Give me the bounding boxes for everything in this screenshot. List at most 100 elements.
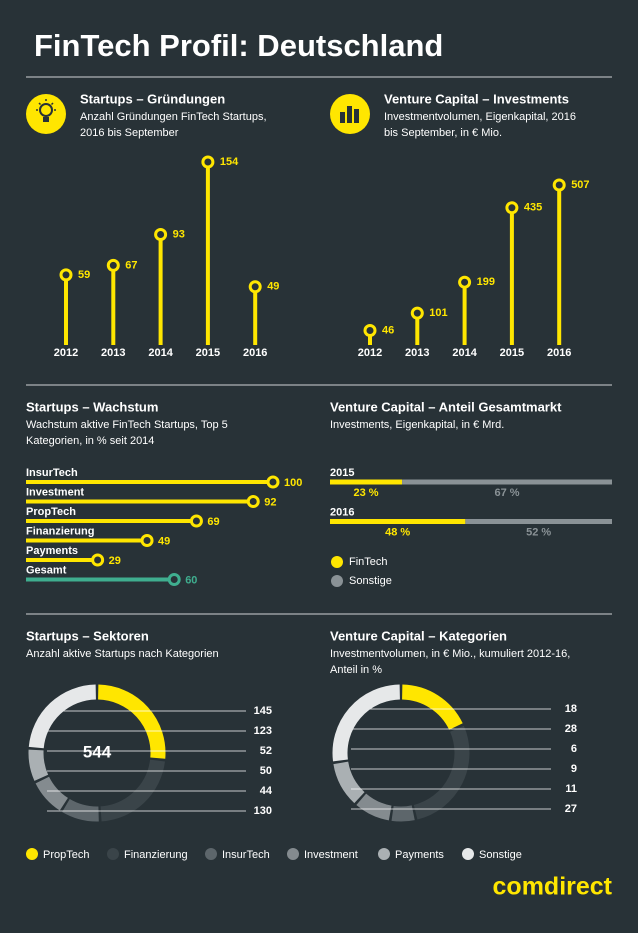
- slice-label: 130: [254, 805, 272, 817]
- x-tick-label: 2016: [547, 347, 571, 359]
- x-tick-label: 2012: [54, 347, 78, 359]
- value-label: 23 %: [353, 487, 378, 499]
- value-label: 92: [264, 496, 276, 508]
- lollipop-head: [363, 323, 377, 337]
- slice-label: 145: [254, 705, 272, 717]
- lollipop-head: [552, 178, 566, 192]
- value-label: 435: [524, 202, 542, 214]
- slice-label: 28: [565, 723, 577, 735]
- x-tick-label: 2013: [405, 347, 429, 359]
- donut-total: 544: [83, 742, 112, 761]
- donut-slice: [391, 805, 415, 822]
- bulb-icon: [26, 94, 66, 134]
- category-label: Payments: [26, 545, 78, 557]
- legend-label: FinTech: [349, 556, 388, 568]
- brand-logo: comdirect: [493, 873, 613, 901]
- chart-title: Venture Capital – Anteil Gesamtmarkt: [330, 399, 562, 414]
- category-label: Gesamt: [26, 564, 67, 576]
- donut-slice: [356, 793, 392, 821]
- legend-swatch: [331, 556, 343, 568]
- legend-label: Investment: [304, 849, 358, 861]
- chart-subtitle: Investments, Eigenkapital, in € Mrd.: [330, 419, 504, 431]
- slice-label: 6: [571, 743, 577, 755]
- value-label: 93: [173, 228, 185, 240]
- value-label: 100: [284, 477, 302, 489]
- page-title: FinTech Profil: Deutschland: [34, 28, 443, 63]
- x-tick-label: 2013: [101, 347, 125, 359]
- value-label: 49: [267, 281, 279, 293]
- slice-label: 123: [254, 725, 272, 737]
- value-label: 69: [207, 516, 219, 528]
- value-label: 46: [382, 324, 394, 336]
- donut-slice: [413, 725, 470, 820]
- chart-title: Startups – Gründungen: [80, 91, 225, 106]
- legend-label: Sonstige: [349, 575, 392, 587]
- value-label: 48 %: [385, 526, 410, 538]
- lollipop-head: [154, 227, 168, 241]
- donut-slice: [28, 749, 49, 781]
- slice-label: 11: [565, 783, 577, 795]
- slice-label: 18: [565, 703, 577, 715]
- chart-subtitle: 2016 bis September: [80, 127, 179, 139]
- legend-swatch: [205, 848, 217, 860]
- value-label: 101: [429, 307, 447, 319]
- bar: [26, 558, 98, 562]
- chart-subtitle: Kategorien, in % seit 2014: [26, 435, 154, 447]
- legend-swatch: [462, 848, 474, 860]
- bar-segment: [330, 519, 466, 524]
- category-label: 2015: [330, 467, 354, 479]
- legend-swatch: [107, 848, 119, 860]
- value-label: 60: [185, 574, 197, 586]
- bar-end: [189, 514, 203, 528]
- legend-swatch: [331, 575, 343, 587]
- value-label: 67: [125, 259, 137, 271]
- chart-subtitle: Investmentvolumen, Eigenkapital, 2016: [384, 111, 576, 123]
- chart-title: Venture Capital – Investments: [384, 91, 569, 106]
- legend-label: Finanzierung: [124, 849, 188, 861]
- chart-subtitle: Wachstum aktive FinTech Startups, Top 5: [26, 419, 228, 431]
- x-tick-label: 2015: [500, 347, 524, 359]
- bar-end: [91, 553, 105, 567]
- lollipop-head: [505, 201, 519, 215]
- slice-label: 44: [260, 785, 273, 797]
- legend-label: PropTech: [43, 849, 89, 861]
- lollipop-head: [458, 275, 472, 289]
- donut-slice: [332, 684, 401, 762]
- x-tick-label: 2014: [452, 347, 477, 359]
- legend-label: Sonstige: [479, 849, 522, 861]
- donut-slice: [62, 798, 99, 822]
- bar-segment: [402, 479, 612, 485]
- slice-label: 52: [260, 745, 272, 757]
- money-icon: [330, 94, 370, 134]
- chart-title: Startups – Wachstum: [26, 399, 158, 414]
- donut-slice: [35, 776, 69, 811]
- lollipop-head: [248, 280, 262, 294]
- bar-end: [266, 475, 280, 489]
- legend-label: Payments: [395, 849, 444, 861]
- value-label: 199: [477, 276, 495, 288]
- bar: [26, 519, 197, 523]
- legend-swatch: [287, 848, 299, 860]
- value-label: 29: [109, 555, 121, 567]
- bar: [26, 538, 148, 543]
- value-label: 507: [571, 179, 589, 191]
- bar-end: [140, 534, 154, 547]
- chart-subtitle: bis September, in € Mio.: [384, 127, 502, 139]
- value-label: 154: [220, 156, 239, 168]
- slice-label: 50: [260, 765, 272, 777]
- value-label: 67 %: [494, 487, 519, 499]
- chart-title: Venture Capital – Kategorien: [330, 628, 507, 643]
- chart-subtitle: Anzahl aktive Startups nach Kategorien: [26, 648, 219, 660]
- donut-slice: [97, 684, 166, 759]
- donut-slice: [401, 684, 463, 731]
- slice-label: 27: [565, 803, 577, 815]
- category-label: 2016: [330, 506, 354, 518]
- bar: [26, 499, 254, 504]
- legend-swatch: [378, 848, 390, 860]
- chart-subtitle: Anzahl Gründungen FinTech Startups,: [80, 111, 267, 123]
- legend-label: InsurTech: [222, 849, 270, 861]
- bar-segment: [465, 519, 612, 524]
- chart-subtitle: Anteil in %: [330, 664, 382, 676]
